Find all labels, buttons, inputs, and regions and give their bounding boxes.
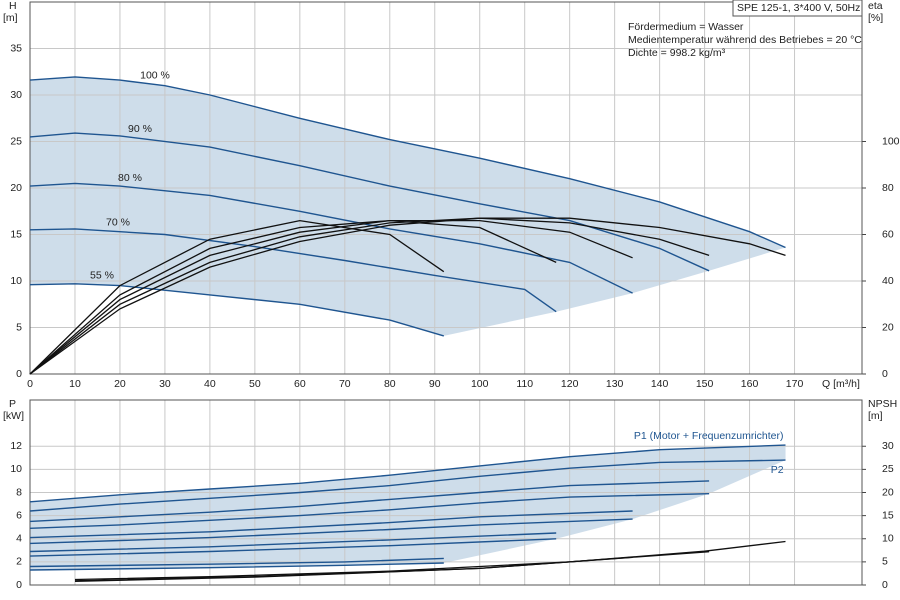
y2-axis-label: eta — [868, 0, 883, 12]
y-tick-label: 30 — [10, 89, 22, 101]
y2-axis-label: NPSH — [868, 398, 897, 410]
curve — [29, 510, 633, 539]
curve — [29, 219, 633, 375]
y-tick-label: 4 — [16, 533, 22, 545]
x-tick-label: 150 — [696, 378, 714, 390]
curve-label: P2 — [771, 464, 784, 476]
curve-label: 80 % — [118, 172, 142, 184]
plot-frame — [29, 399, 863, 586]
curve — [29, 219, 557, 375]
curve — [29, 444, 786, 503]
y-tick-label: 2 — [16, 556, 22, 568]
curve — [29, 562, 444, 571]
x-tick-label: 10 — [69, 378, 81, 390]
y2-tick-label: 100 — [882, 135, 900, 147]
x-tick-label: 80 — [384, 378, 396, 390]
y2-tick-label: 60 — [882, 228, 894, 240]
plot-frame — [29, 1, 863, 375]
x-tick-label: 160 — [741, 378, 759, 390]
y2-axis-label: [%] — [868, 12, 883, 24]
x-tick-label: 20 — [114, 378, 126, 390]
y-tick-label: 5 — [16, 321, 22, 333]
y-tick-label: 6 — [16, 509, 22, 521]
curve — [29, 538, 557, 557]
x-tick-label: 60 — [294, 378, 306, 390]
x-tick-label: 90 — [429, 378, 441, 390]
x-tick-label: 100 — [471, 378, 489, 390]
curve — [29, 283, 444, 337]
x-tick-label: 0 — [27, 378, 33, 390]
curve-label: P1 (Motor + Frequenzumrichter) — [634, 430, 784, 442]
x-tick-label: 120 — [561, 378, 579, 390]
y2-tick-label: 25 — [882, 463, 894, 475]
curve — [29, 219, 445, 375]
y2-tick-label: 80 — [882, 182, 894, 194]
y2-tick-label: 20 — [882, 486, 894, 498]
operating-range — [30, 445, 786, 570]
y-axis-label: H — [9, 0, 17, 12]
curve-label: 90 % — [128, 123, 152, 135]
curve — [29, 182, 633, 294]
curve — [29, 493, 710, 529]
curve — [29, 557, 444, 568]
y-tick-label: 8 — [16, 486, 22, 498]
curve — [29, 480, 710, 523]
y2-tick-label: 30 — [882, 440, 894, 452]
y-axis-label: [kW] — [3, 410, 24, 422]
x-tick-label: 170 — [786, 378, 804, 390]
y2-tick-label: 0 — [882, 368, 888, 380]
curve — [29, 76, 786, 249]
y-tick-label: 35 — [10, 42, 22, 54]
y2-axis-label: [m] — [868, 410, 883, 422]
y2-tick-label: 40 — [882, 275, 894, 287]
x-tick-label: 50 — [249, 378, 261, 390]
y-tick-label: 10 — [10, 463, 22, 475]
x-tick-label: 30 — [159, 378, 171, 390]
y-tick-label: 25 — [10, 135, 22, 147]
curve-label: 100 % — [140, 69, 170, 81]
x-axis-label: Q [m³/h] — [822, 378, 860, 390]
y-tick-label: 10 — [10, 275, 22, 287]
y2-tick-label: 5 — [882, 556, 888, 568]
y-axis-label: [m] — [3, 12, 18, 24]
y2-tick-label: 15 — [882, 509, 894, 521]
y2-tick-label: 20 — [882, 321, 894, 333]
y-tick-label: 0 — [16, 368, 22, 380]
y2-tick-label: 10 — [882, 533, 894, 545]
curve — [29, 518, 633, 545]
title-box — [732, 0, 863, 17]
curve — [29, 217, 710, 375]
annotation: Dichte = 998.2 kg/m³ — [628, 47, 726, 59]
curve-label: 70 % — [106, 216, 130, 228]
y-tick-label: 12 — [10, 440, 22, 452]
x-tick-label: 110 — [516, 378, 533, 390]
x-tick-label: 70 — [339, 378, 351, 390]
y-tick-label: 0 — [16, 579, 22, 591]
x-tick-label: 140 — [651, 378, 669, 390]
y-tick-label: 15 — [10, 228, 22, 240]
curve — [74, 540, 786, 581]
y2-tick-label: 0 — [882, 579, 888, 591]
curve-label: 55 % — [90, 270, 114, 282]
curve — [74, 556, 633, 582]
x-tick-label: 130 — [606, 378, 624, 390]
curve — [29, 228, 557, 313]
curve — [29, 217, 786, 375]
y-tick-label: 20 — [10, 182, 22, 194]
curve — [29, 459, 786, 512]
annotation: Fördermedium = Wasser — [628, 21, 744, 33]
annotation: Medientemperatur während des Betriebes =… — [628, 34, 862, 46]
curve — [29, 532, 557, 553]
chart-title: SPE 125-1, 3*400 V, 50Hz — [737, 2, 860, 14]
x-tick-label: 40 — [204, 378, 216, 390]
curve — [29, 132, 710, 272]
y-axis-label: P — [9, 398, 16, 410]
